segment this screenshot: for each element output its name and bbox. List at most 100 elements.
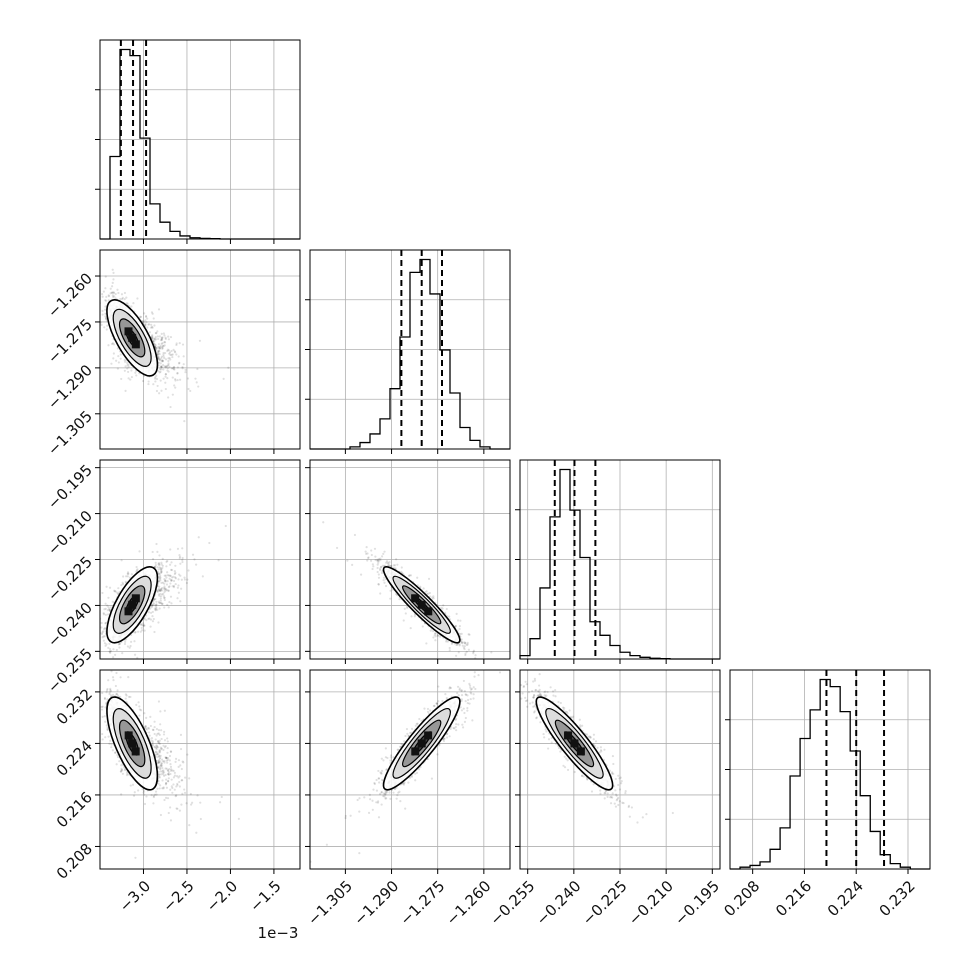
- sample-point: [110, 670, 113, 673]
- sample-point: [114, 297, 117, 300]
- sample-point: [176, 366, 179, 369]
- sample-point: [169, 769, 173, 772]
- sample-point: [166, 574, 169, 577]
- sample-point: [165, 778, 168, 781]
- sample-point: [126, 364, 129, 367]
- sample-point: [121, 583, 125, 586]
- sample-point: [97, 654, 99, 656]
- sample-point: [183, 791, 187, 794]
- sample-point: [466, 643, 469, 646]
- sample-point: [181, 792, 184, 795]
- sample-point: [157, 580, 160, 583]
- sample-point: [171, 376, 174, 379]
- sample-point: [175, 807, 178, 810]
- sample-point: [167, 338, 170, 341]
- sample-point: [161, 557, 164, 560]
- sample-point: [111, 342, 115, 345]
- scatter-panel-0-1: [77, 249, 301, 454]
- sample-point: [159, 813, 163, 817]
- sample-point: [125, 774, 129, 777]
- sample-point: [106, 728, 109, 731]
- sample-point: [157, 352, 160, 355]
- sample-point: [175, 342, 178, 345]
- sample-point: [77, 312, 79, 314]
- sample-point: [145, 321, 148, 324]
- histogram-panel-1: [305, 249, 511, 454]
- sample-point: [144, 315, 148, 318]
- sample-point: [106, 609, 109, 612]
- sample-point: [183, 576, 186, 579]
- sample-point: [91, 305, 93, 307]
- sample-point: [171, 769, 174, 772]
- sample-point: [195, 563, 198, 566]
- sample-point: [118, 642, 122, 645]
- sample-point: [146, 326, 149, 329]
- sample-point: [158, 347, 161, 350]
- sample-point: [104, 308, 107, 311]
- sample-point: [165, 767, 168, 770]
- sample-point: [163, 574, 166, 577]
- sample-point: [139, 709, 143, 712]
- sample-point: [455, 654, 458, 657]
- sample-point: [169, 405, 172, 409]
- sample-point: [179, 764, 182, 767]
- sample-point: [306, 473, 308, 475]
- sample-point: [120, 584, 123, 587]
- sample-point: [138, 550, 141, 553]
- sample-point: [102, 612, 105, 615]
- sample-point: [115, 693, 118, 696]
- sample-point: [154, 603, 158, 606]
- sample-point: [163, 588, 166, 591]
- sample-point: [143, 802, 147, 806]
- sample-point: [168, 585, 171, 588]
- sample-point: [113, 590, 117, 593]
- sample-point: [100, 705, 103, 709]
- sample-point: [101, 313, 104, 316]
- sample-point: [160, 360, 163, 363]
- sample-point: [157, 337, 160, 341]
- sample-point: [105, 724, 108, 727]
- sample-point: [121, 769, 124, 772]
- sample-point: [191, 801, 194, 804]
- sample-point: [164, 574, 167, 577]
- histogram-panel-3: [725, 669, 931, 874]
- sample-point: [157, 758, 161, 762]
- sample-point: [379, 566, 383, 569]
- sample-point: [119, 353, 122, 356]
- sample-point: [136, 568, 139, 571]
- sample-point: [169, 582, 172, 585]
- sample-point: [126, 361, 129, 364]
- sample-point: [156, 351, 160, 354]
- sample-point: [432, 636, 435, 639]
- sample-point: [165, 560, 168, 563]
- sample-point: [158, 739, 161, 742]
- sample-point: [161, 346, 164, 349]
- scatter-panel-0-2: [95, 459, 301, 664]
- sample-point: [126, 645, 129, 648]
- sample-point: [161, 347, 164, 350]
- sample-point: [115, 671, 118, 675]
- sample-point: [144, 319, 147, 322]
- sample-point: [168, 754, 172, 758]
- sample-point: [101, 705, 104, 708]
- sample-point: [114, 684, 117, 688]
- sample-point: [167, 396, 170, 399]
- sample-point: [159, 723, 162, 726]
- sample-point: [152, 617, 155, 621]
- sample-point: [105, 585, 108, 588]
- sample-point: [180, 767, 183, 771]
- sample-point: [168, 600, 171, 604]
- sample-point: [462, 646, 465, 649]
- sample-point: [153, 324, 156, 327]
- sample-point: [141, 379, 145, 383]
- sample-point: [164, 336, 167, 339]
- sample-point: [103, 326, 106, 329]
- sample-point: [158, 350, 161, 353]
- sample-point: [158, 749, 161, 752]
- sample-point: [159, 599, 162, 602]
- sample-point: [168, 577, 171, 580]
- sample-point: [159, 767, 162, 770]
- sample-point: [165, 756, 168, 759]
- sample-point: [184, 368, 187, 372]
- sample-point: [169, 548, 172, 551]
